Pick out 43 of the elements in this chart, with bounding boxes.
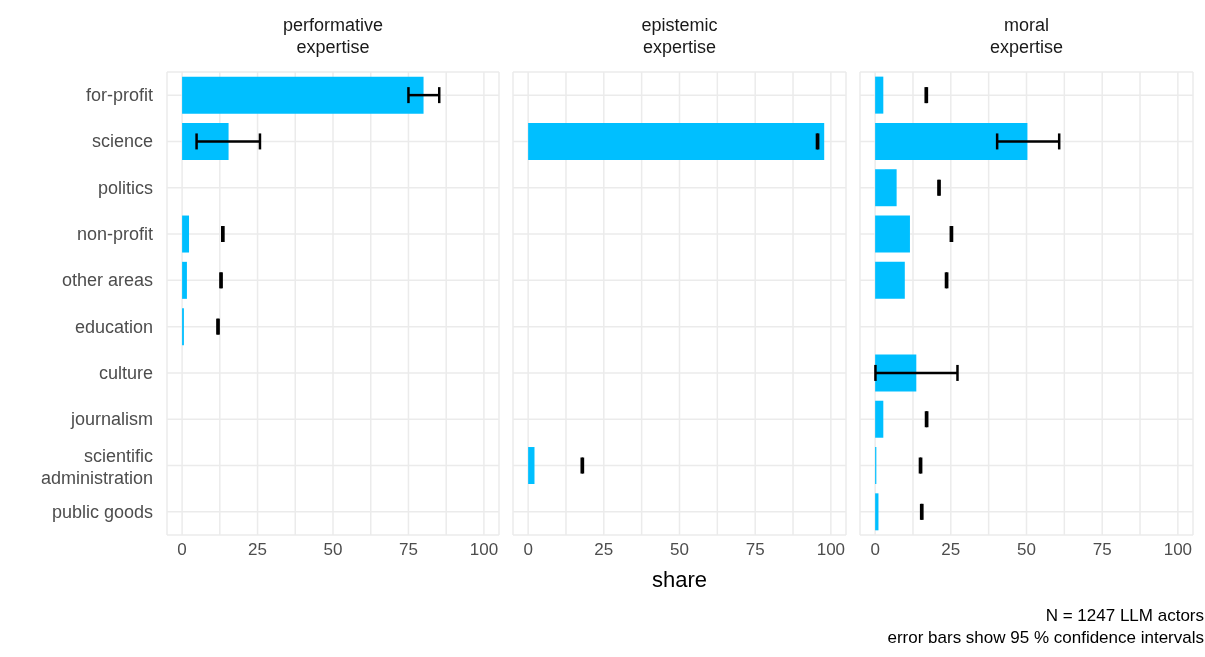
x-tick-label: 100 bbox=[469, 540, 499, 560]
x-tick-label: 75 bbox=[745, 540, 765, 560]
x-tick-label: 0 bbox=[523, 540, 533, 560]
y-tick-label: politics bbox=[97, 177, 153, 198]
y-tick-label: scientific administration bbox=[40, 445, 153, 488]
x-tick-label: 25 bbox=[594, 540, 614, 560]
bar bbox=[875, 493, 879, 531]
bar bbox=[182, 122, 229, 160]
bar bbox=[875, 261, 905, 299]
y-tick-label: culture bbox=[98, 362, 153, 383]
y-tick-label: non-profit bbox=[76, 224, 153, 245]
bar bbox=[875, 76, 884, 114]
x-tick-label: 100 bbox=[816, 540, 846, 560]
bar bbox=[875, 354, 917, 392]
text: error bars show 95 % confidence intervals bbox=[886, 627, 1204, 649]
bar bbox=[182, 215, 190, 253]
y-tick-label: other areas bbox=[61, 270, 153, 291]
x-tick-label: 100 bbox=[1163, 540, 1193, 560]
bar bbox=[182, 76, 424, 114]
x-tick-label: 75 bbox=[398, 540, 418, 560]
x-tick-label: 0 bbox=[870, 540, 880, 560]
x-tick-label: 0 bbox=[177, 540, 187, 560]
y-tick-label: science bbox=[91, 131, 153, 152]
x-tick-label: 50 bbox=[323, 540, 343, 560]
text: N = 1247 LLM actors bbox=[1044, 605, 1204, 627]
bar bbox=[875, 400, 884, 438]
bar bbox=[875, 215, 910, 253]
bar bbox=[875, 169, 897, 207]
bar bbox=[182, 261, 187, 299]
y-tick-label: education bbox=[74, 316, 153, 337]
x-tick-label: 75 bbox=[1092, 540, 1112, 560]
y-tick-label: for-profit bbox=[85, 85, 153, 106]
x-axis-title: share bbox=[650, 567, 708, 593]
x-tick-label: 50 bbox=[1017, 540, 1036, 560]
y-tick-label: public goods bbox=[51, 501, 153, 522]
chart-title: moral expertise bbox=[988, 14, 1064, 58]
bar bbox=[875, 122, 1028, 160]
x-tick-label: 25 bbox=[941, 540, 961, 560]
y-tick-label: journalism bbox=[69, 409, 153, 430]
chart-title: epistemic expertise bbox=[640, 14, 719, 58]
x-tick-label: 25 bbox=[248, 540, 268, 560]
x-tick-label: 50 bbox=[670, 540, 689, 560]
chart-title: performative expertise bbox=[281, 14, 384, 58]
